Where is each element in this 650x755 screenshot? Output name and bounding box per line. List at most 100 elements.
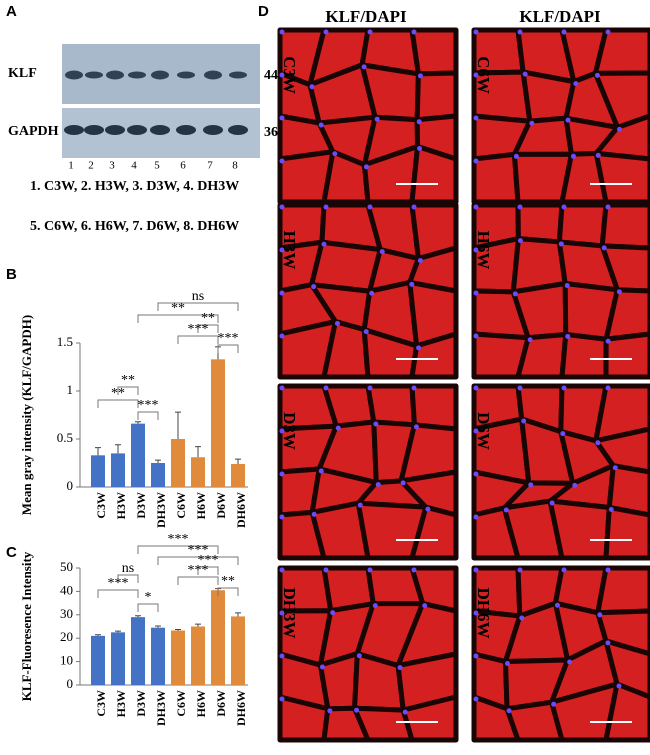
band <box>150 125 170 135</box>
nucleus <box>558 241 564 247</box>
nucleus <box>561 204 567 210</box>
significance-label: *** <box>108 576 129 591</box>
error-bar <box>135 615 141 618</box>
nucleus <box>279 567 285 573</box>
nucleus <box>561 29 567 35</box>
bar <box>171 439 185 487</box>
nucleus <box>372 603 378 609</box>
nucleus <box>594 72 600 78</box>
nucleus <box>473 471 479 477</box>
fiber <box>515 202 565 245</box>
nucleus <box>417 73 423 79</box>
fiber <box>409 383 459 432</box>
error-bar <box>195 446 201 458</box>
micrograph <box>471 202 650 380</box>
x-tick-label: H3W <box>114 492 128 519</box>
nucleus <box>363 329 369 335</box>
significance-bracket <box>117 386 139 395</box>
nucleus <box>565 333 571 339</box>
lane-number: 5 <box>154 160 160 172</box>
nucleus <box>319 664 325 670</box>
band <box>106 70 124 80</box>
nucleus <box>402 709 408 715</box>
y-tick-label: 40 <box>60 582 73 597</box>
significance-label: *** <box>188 563 209 578</box>
x-tick-label: H3W <box>114 690 128 717</box>
significance-bracket <box>97 399 139 408</box>
bar <box>231 616 245 685</box>
fiber <box>400 694 459 743</box>
nucleus <box>560 431 566 437</box>
row-label: H6W <box>474 231 493 270</box>
nucleus <box>279 247 285 253</box>
bar <box>131 423 145 487</box>
nucleus <box>323 567 329 573</box>
row-label: DH3W <box>280 588 299 639</box>
nucleus <box>367 29 373 35</box>
micrograph <box>277 565 459 743</box>
panel-letter: D <box>258 3 269 20</box>
bar <box>111 453 125 487</box>
band <box>151 70 169 80</box>
nucleus <box>605 29 611 35</box>
fiber <box>409 504 459 561</box>
nucleus <box>279 333 285 339</box>
y-axis-label: Mean gray intensity (KLF/GAPDH) <box>19 315 34 515</box>
x-tick-label: C6W <box>174 492 188 519</box>
error-bar <box>235 458 241 464</box>
nucleus <box>354 707 360 713</box>
fiber <box>599 202 650 251</box>
fiber <box>414 70 459 123</box>
x-tick-label: DH3W <box>154 492 168 528</box>
fiber <box>592 27 650 76</box>
nucleus <box>375 482 381 488</box>
nucleus <box>529 120 535 126</box>
fiber <box>603 331 650 380</box>
nucleus <box>612 465 618 471</box>
bar <box>151 627 165 685</box>
bar <box>191 457 205 487</box>
y-tick-label: 1.5 <box>57 334 73 349</box>
nucleus <box>279 158 285 164</box>
nucleus <box>473 204 479 210</box>
fiber <box>595 565 650 616</box>
fiber <box>599 243 650 294</box>
band <box>84 125 104 135</box>
nucleus <box>473 29 479 35</box>
significance-bracket <box>117 574 139 583</box>
nucleus <box>506 708 512 714</box>
nucleus <box>551 701 557 707</box>
fiber <box>471 151 521 205</box>
nucleus <box>367 385 373 391</box>
nucleus <box>473 72 479 78</box>
lane-number: 8 <box>232 160 238 172</box>
lane-number: 4 <box>131 160 137 172</box>
nucleus <box>356 653 362 659</box>
legend-line: 5. C6W, 6. H6W, 7. D6W, 8. DH6W <box>30 219 239 234</box>
nucleus <box>616 683 622 689</box>
band <box>229 71 247 79</box>
nucleus <box>332 151 338 157</box>
x-tick-label: D6W <box>214 690 228 717</box>
y-axis-label: KLF-Fluoresence Intensity <box>19 551 34 701</box>
nucleus <box>473 290 479 296</box>
nucleus <box>605 567 611 573</box>
nucleus <box>397 665 403 671</box>
nucleus <box>309 84 315 90</box>
bar <box>111 632 125 685</box>
significance-bracket <box>137 314 219 323</box>
significance-label: *** <box>138 398 159 413</box>
nucleus <box>400 480 406 486</box>
nucleus <box>473 385 479 391</box>
nucleus <box>504 661 510 667</box>
nucleus <box>473 428 479 434</box>
nucleus <box>279 115 285 121</box>
fiber <box>606 463 650 518</box>
nucleus <box>327 708 333 714</box>
y-tick-label: 20 <box>60 629 73 644</box>
error-bar <box>155 459 161 463</box>
nucleus <box>597 612 603 618</box>
fiber <box>409 27 459 77</box>
micrograph <box>277 27 459 205</box>
micrograph <box>277 202 459 380</box>
